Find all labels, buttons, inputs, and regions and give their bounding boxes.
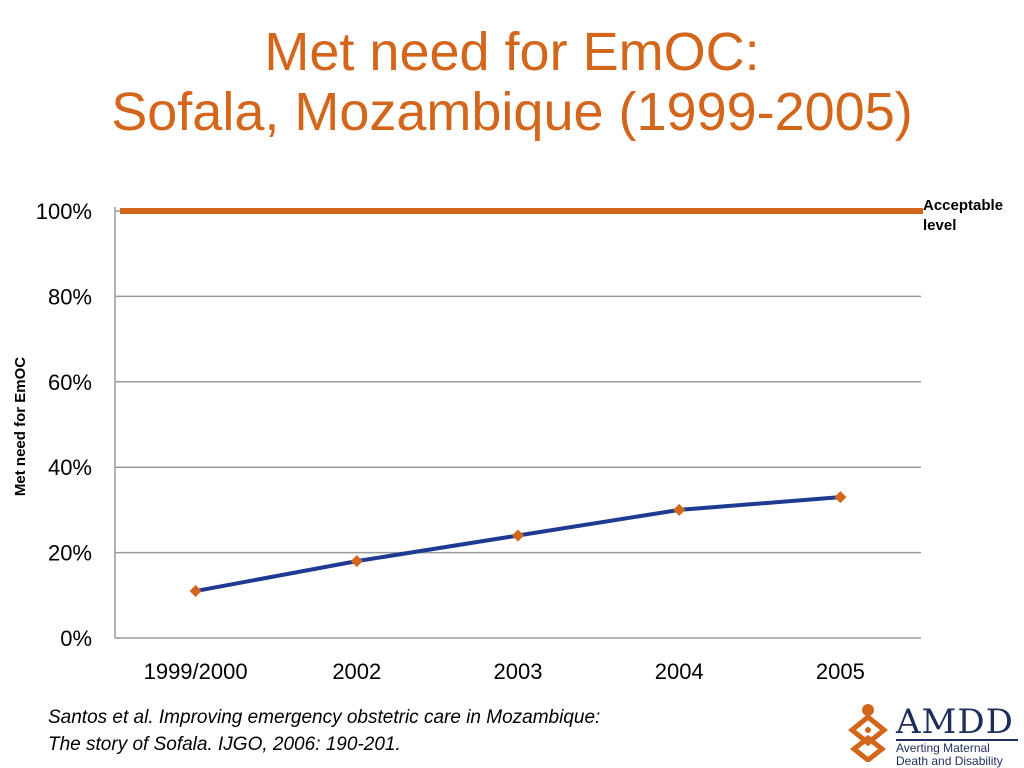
y-axis-label: Met need for EmOC (12, 357, 29, 496)
amdd-logo: AMDD Averting Maternal Death and Disabil… (848, 700, 1020, 768)
y-tick-label: 0% (60, 626, 92, 651)
data-point (189, 585, 202, 598)
citation-line2: The story of Sofala. IJGO, 2006: 190-201… (48, 734, 401, 755)
logo-subtitle-line2: Death and Disability (896, 754, 1003, 768)
citation-line1: Santos et al. Improving emergency obstet… (48, 707, 601, 728)
x-tick-label: 1999/2000 (144, 659, 248, 684)
x-tick-label: 2003 (494, 659, 543, 684)
data-point (834, 491, 847, 504)
logo-subtitle-line1: Averting Maternal (896, 741, 990, 755)
acceptable-level-label-line1: Acceptable (923, 197, 1003, 214)
data-point (512, 529, 524, 542)
data-point (350, 555, 363, 568)
chart-title-line1: Met need for EmOC: (264, 22, 760, 82)
chart-title: Met need for EmOC: Sofala, Mozambique (1… (0, 22, 1024, 142)
y-tick-label: 40% (48, 455, 92, 480)
y-tick-label: 20% (48, 541, 92, 566)
x-tick-label: 2002 (332, 659, 381, 684)
data-point (673, 503, 686, 516)
chart-title-line2: Sofala, Mozambique (1999-2005) (111, 82, 913, 142)
acceptable-level-label-line2: level (923, 217, 956, 234)
logo-wordmark: AMDD (896, 702, 1014, 742)
series-line (195, 495, 841, 593)
citation: Santos et al. Improving emergency obstet… (48, 704, 600, 758)
logo-subtitle: Averting Maternal Death and Disability (896, 742, 1003, 768)
amdd-figure-icon (848, 704, 888, 762)
logo-rule (896, 739, 1018, 741)
x-tick-label: 2004 (655, 659, 704, 684)
y-tick-label: 80% (48, 284, 92, 309)
x-tick-label: 2005 (816, 659, 865, 684)
line-chart: 0% 20% 40% 60% 80% 100% 1999/2000 2002 2003 2004 2… (12, 197, 1003, 684)
y-tick-label: 100% (36, 199, 92, 224)
y-tick-label: 60% (48, 370, 92, 395)
